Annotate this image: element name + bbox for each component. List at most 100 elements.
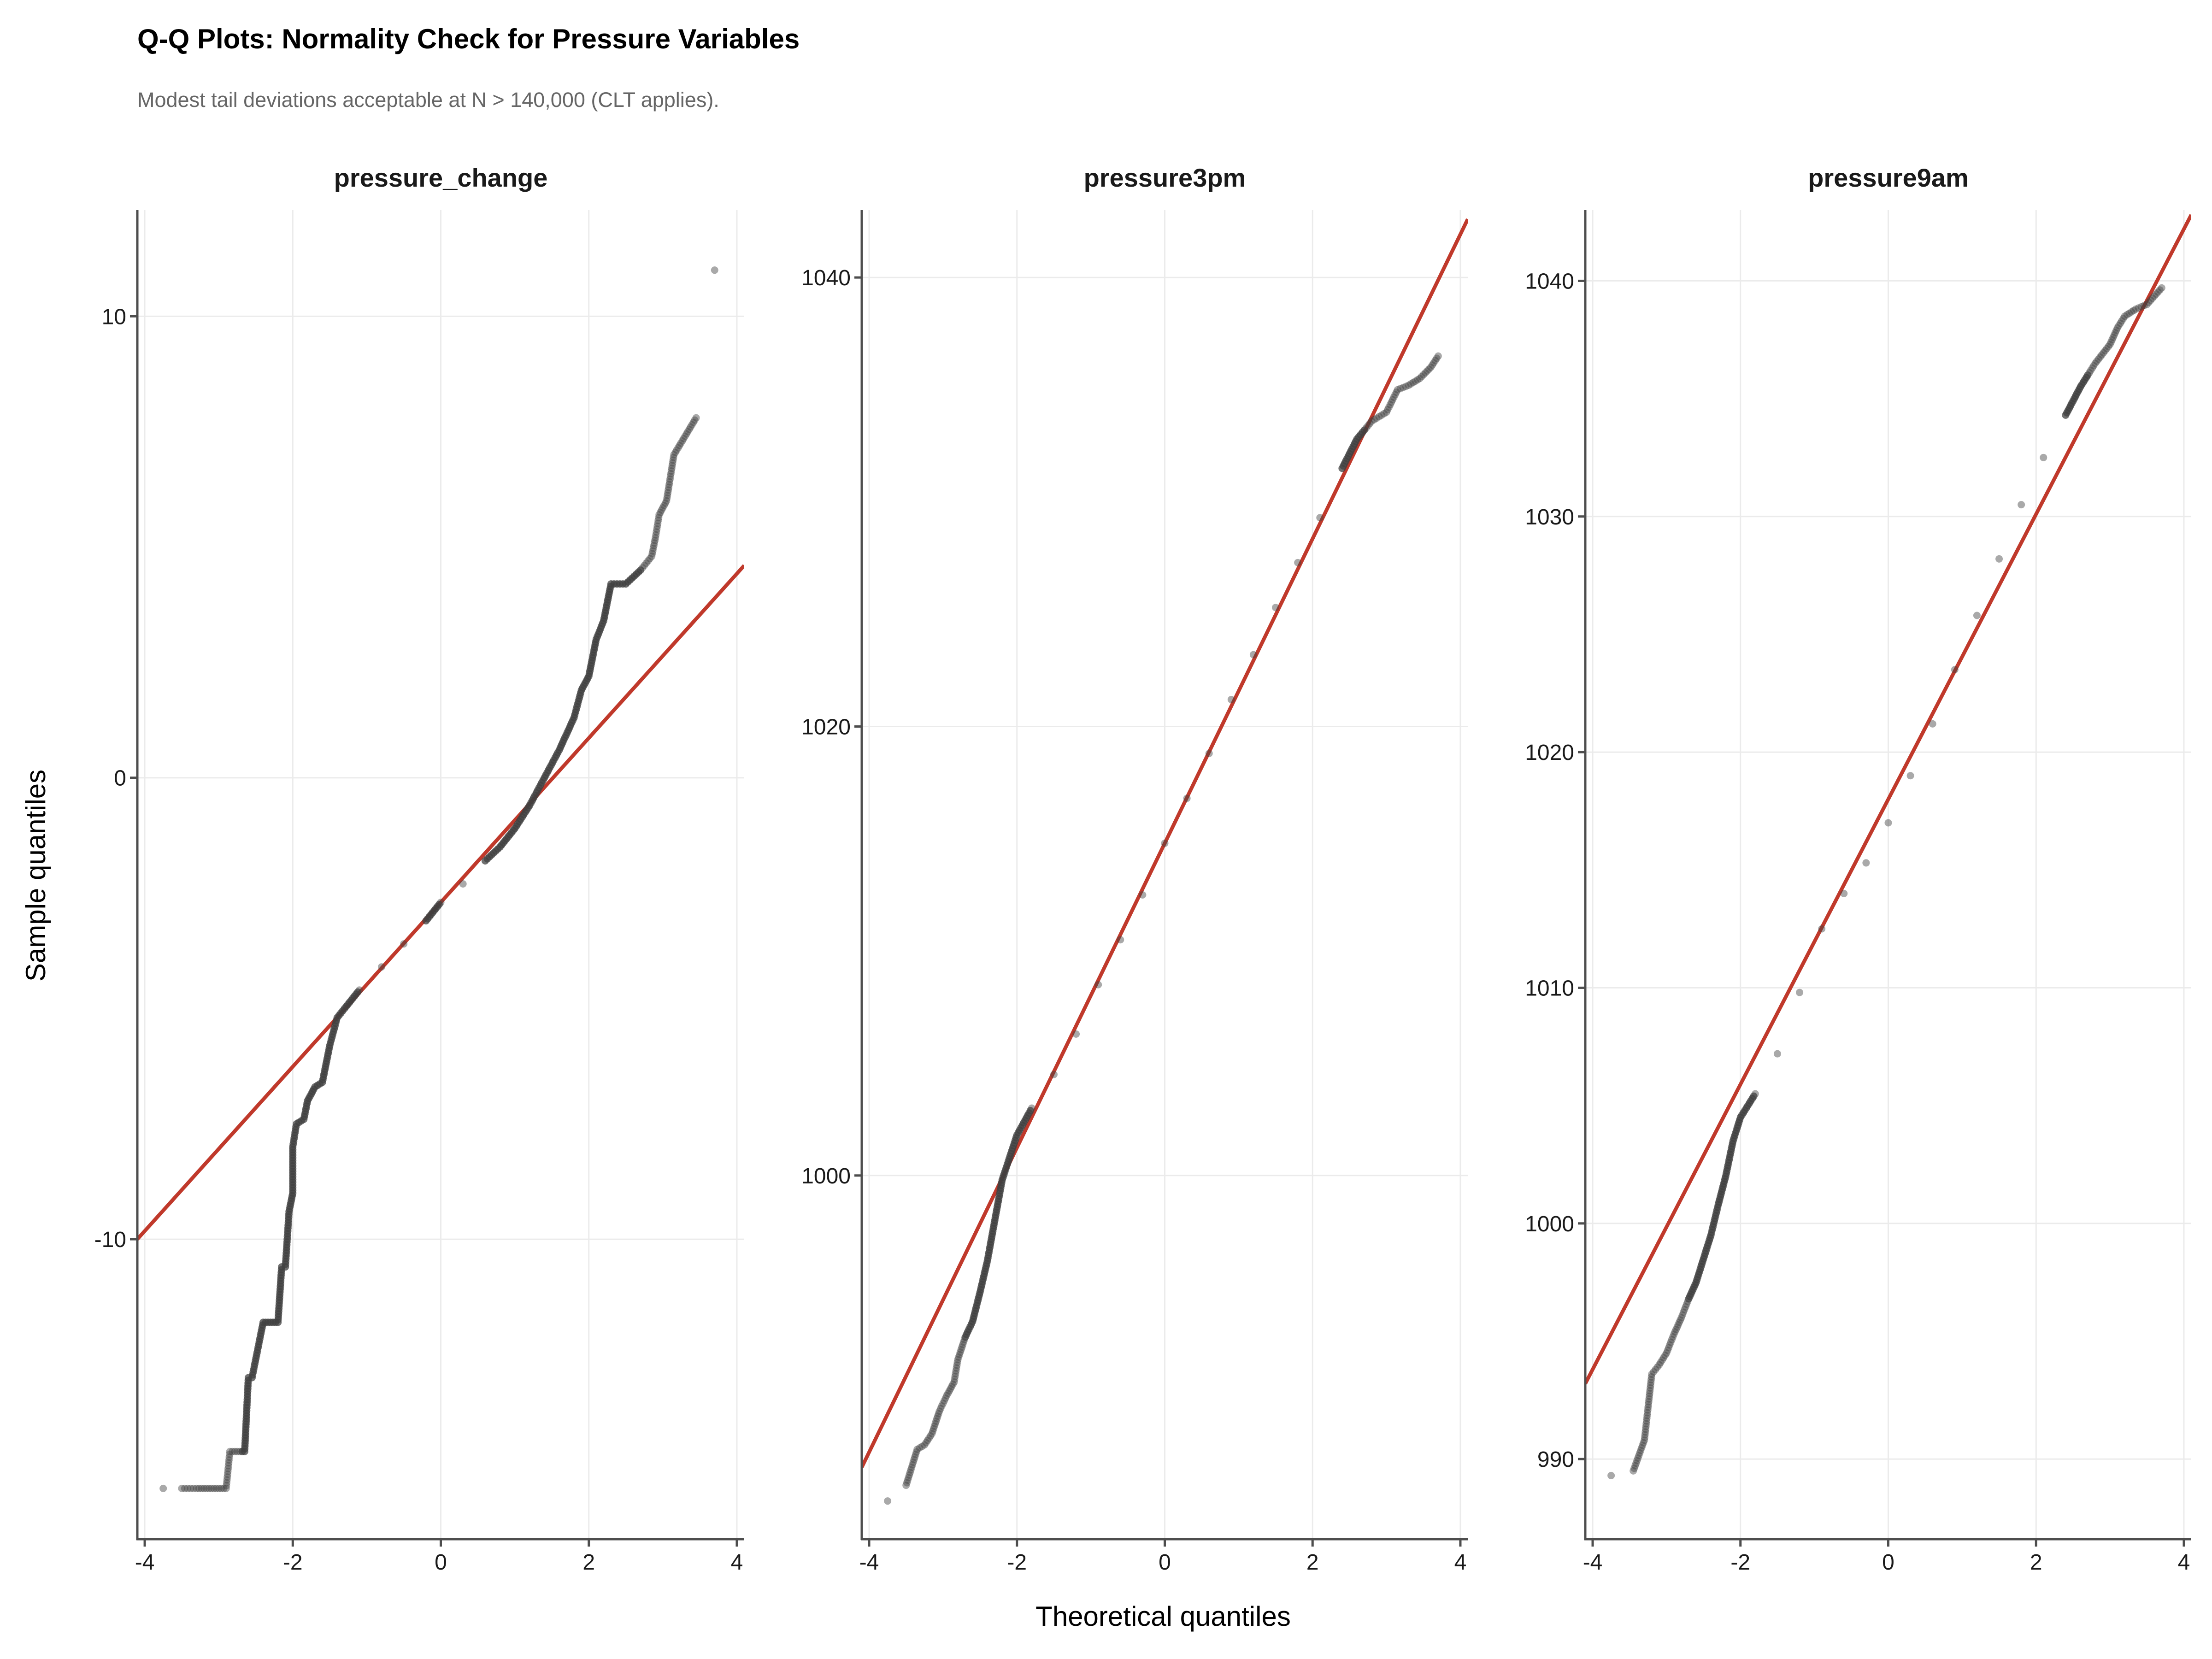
- qq-point: [1643, 1412, 1651, 1419]
- qq-point: [1665, 1344, 1672, 1352]
- qq-point: [1840, 889, 1848, 897]
- qq-point: [912, 1451, 919, 1459]
- qq-point: [1028, 1104, 1035, 1112]
- chart-subtitle: Modest tail deviations acceptable at N >…: [137, 88, 719, 112]
- qq-point: [937, 1405, 945, 1412]
- y-tick-label: 1020: [801, 715, 851, 739]
- qq-point: [1407, 380, 1415, 388]
- qq-point: [1405, 381, 1412, 389]
- qq-point: [202, 1484, 210, 1492]
- qq-point: [939, 1400, 947, 1407]
- qq-point: [1642, 1423, 1650, 1430]
- qq-point: [648, 553, 656, 560]
- x-tick-label: -4: [859, 1550, 879, 1575]
- qq-point: [1316, 514, 1324, 522]
- qq-point: [641, 562, 648, 570]
- qq-point: [1639, 1441, 1647, 1449]
- qq-point: [949, 1380, 957, 1388]
- qq-point: [207, 1484, 215, 1492]
- qq-point: [1418, 373, 1425, 381]
- x-tick-label: 4: [731, 1550, 743, 1575]
- qq-point: [226, 1450, 234, 1458]
- x-tick-label: 2: [2030, 1550, 2042, 1575]
- qq-point: [1427, 364, 1435, 371]
- qq-point: [1634, 1454, 1642, 1462]
- qq-point: [1645, 1392, 1653, 1400]
- qq-point: [1951, 666, 1959, 674]
- qq-point: [680, 435, 688, 442]
- qq-point: [2110, 331, 2118, 339]
- qq-point: [1650, 1368, 1658, 1376]
- qq-point: [930, 1425, 937, 1433]
- facet-panel-pressure9am: pressure9am -4 -2 0 2 4 990 1000 1010 1020 1030 104…: [1525, 163, 2191, 1575]
- qq-point: [225, 1453, 233, 1461]
- qq-point: [660, 501, 668, 509]
- qq-point: [667, 470, 675, 477]
- qq-point: [938, 1402, 946, 1410]
- qq-point: [1366, 419, 1374, 427]
- qq-point: [2112, 326, 2120, 334]
- qq-point: [935, 1407, 943, 1415]
- qq-point: [1641, 1436, 1648, 1444]
- qq-point: [665, 478, 673, 486]
- qq-point: [1643, 1414, 1651, 1422]
- qq-point: [652, 531, 660, 539]
- qq-point: [229, 1447, 236, 1455]
- qq-point: [689, 418, 697, 426]
- qq-point: [2115, 322, 2123, 329]
- qq-point: [1368, 417, 1376, 425]
- qq-point: [918, 1442, 926, 1450]
- qq-point: [655, 511, 663, 518]
- qq-point: [904, 1476, 912, 1484]
- qq-point: [950, 1378, 958, 1386]
- qq-point: [1645, 1398, 1653, 1406]
- qq-point: [1419, 371, 1427, 379]
- qq-point: [1655, 1361, 1663, 1369]
- qq-point: [2094, 355, 2102, 363]
- qq-point: [685, 425, 693, 433]
- y-tick-label: 1010: [1525, 976, 1574, 1000]
- qq-points: [884, 352, 1442, 1505]
- qq-point: [212, 1484, 220, 1492]
- qq-point: [925, 1434, 933, 1442]
- qq-point: [1430, 359, 1438, 367]
- qq-point: [1205, 749, 1213, 757]
- qq-point: [670, 451, 678, 459]
- qq-point: [1663, 1349, 1671, 1357]
- qq-point: [928, 1430, 936, 1438]
- qq-point: [2098, 351, 2106, 359]
- qq-point: [223, 1479, 230, 1487]
- qq-point: [224, 1473, 231, 1481]
- qq-point: [1380, 410, 1388, 418]
- qq-point: [954, 1356, 962, 1364]
- qq-point: [1094, 981, 1102, 988]
- qq-point: [2107, 338, 2115, 346]
- qq-point: [921, 1441, 929, 1449]
- qq-point: [931, 1420, 939, 1428]
- qq-point: [1671, 1328, 1679, 1336]
- qq-point: [661, 499, 669, 507]
- qq-point: [2040, 453, 2047, 461]
- qq-point: [658, 506, 665, 514]
- qq-point: [692, 414, 700, 422]
- qq-point: [400, 940, 408, 948]
- qq-point: [1644, 1403, 1652, 1411]
- qq-point: [1657, 1359, 1665, 1366]
- qq-point: [1360, 426, 1368, 434]
- qq-point: [1399, 383, 1407, 391]
- qq-point: [218, 1484, 225, 1492]
- qq-point: [184, 1484, 192, 1492]
- qq-point: [691, 416, 699, 424]
- qq-point: [678, 437, 686, 445]
- qq-point: [1680, 1308, 1688, 1316]
- qq-point: [952, 1370, 959, 1377]
- qq-point: [1394, 386, 1401, 394]
- qq-point: [637, 566, 645, 574]
- qq-point: [1636, 1449, 1644, 1457]
- qq-point: [1664, 1347, 1671, 1354]
- qq-point: [1884, 819, 1892, 827]
- facet-panel-pressure_change: pressure_change -4 -2 0 2 4 -10 0 10: [94, 163, 744, 1575]
- qq-point: [1646, 1387, 1654, 1394]
- qq-point: [945, 1387, 953, 1395]
- qq-point: [909, 1458, 917, 1466]
